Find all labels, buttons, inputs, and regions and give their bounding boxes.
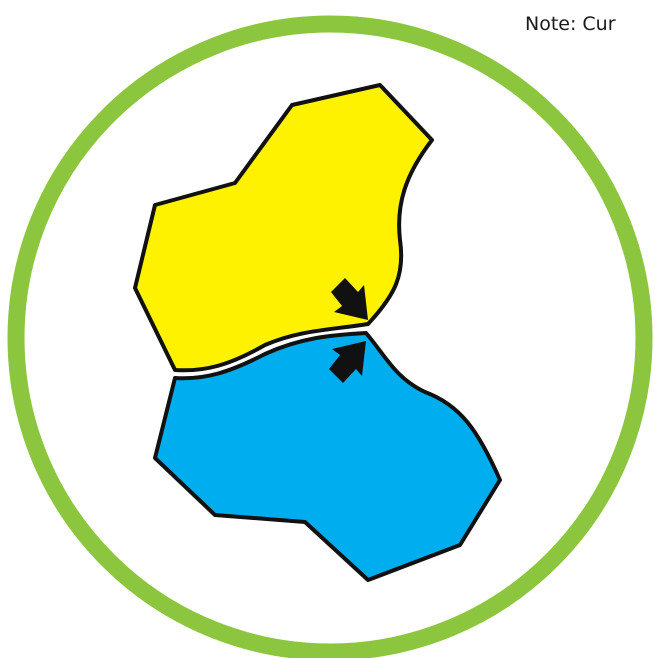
diagram: Note: Cur (0, 0, 655, 658)
note: Note: Cur (525, 13, 616, 35)
